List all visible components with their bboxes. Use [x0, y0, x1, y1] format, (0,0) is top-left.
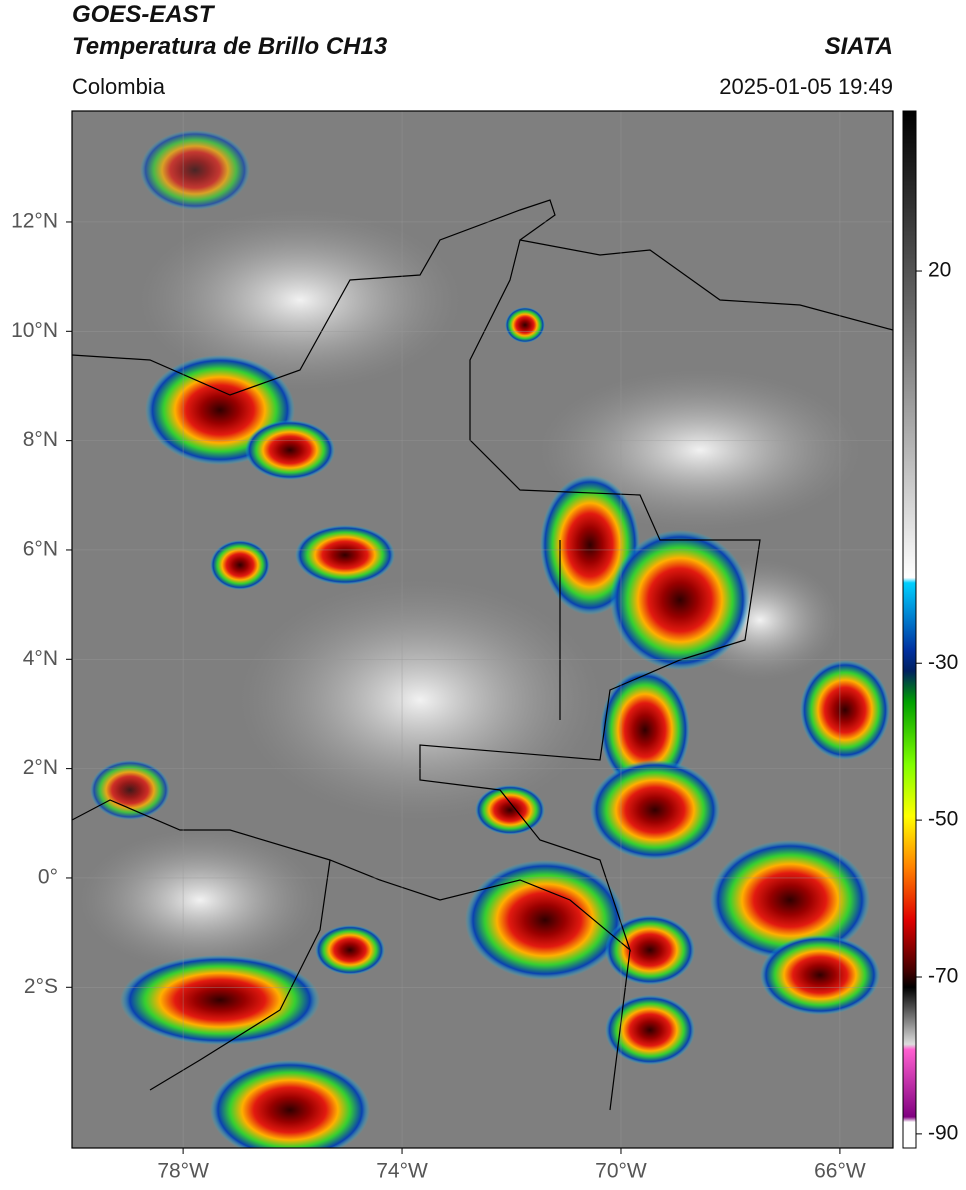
lat-label: 12°N	[11, 210, 58, 233]
country-border	[72, 199, 761, 952]
colorbar-label: -90	[928, 1121, 958, 1144]
source: SIATA	[825, 33, 893, 60]
map-imagery	[72, 111, 893, 1148]
colorbar-label: -70	[928, 965, 958, 988]
title: GOES-EAST	[72, 1, 216, 28]
lat-label: 2°N	[23, 756, 58, 779]
colorbar	[902, 110, 917, 1149]
lat-label: 0°	[38, 866, 58, 889]
lat-label: 6°N	[23, 538, 58, 561]
colorbar-label: 20	[928, 259, 951, 282]
region: Colombia	[72, 74, 166, 99]
colorbar-label: -30	[928, 651, 958, 674]
lat-label: 8°N	[23, 428, 58, 451]
lon-label: 78°W	[157, 1160, 209, 1183]
subtitle: Temperatura de Brillo CH13	[72, 33, 388, 60]
colorbar-label: -50	[928, 808, 958, 831]
timestamp: 2025-01-05 19:49	[719, 74, 893, 99]
lon-label: 70°W	[595, 1160, 647, 1183]
lon-label: 74°W	[376, 1160, 428, 1183]
graticule	[72, 111, 893, 1148]
lat-label: 4°N	[23, 647, 58, 670]
lat-label: 2°S	[24, 975, 58, 998]
map-frame	[71, 110, 894, 1149]
coastline	[519, 239, 893, 331]
lat-label: 10°N	[11, 319, 58, 342]
lon-label: 66°W	[814, 1160, 866, 1183]
